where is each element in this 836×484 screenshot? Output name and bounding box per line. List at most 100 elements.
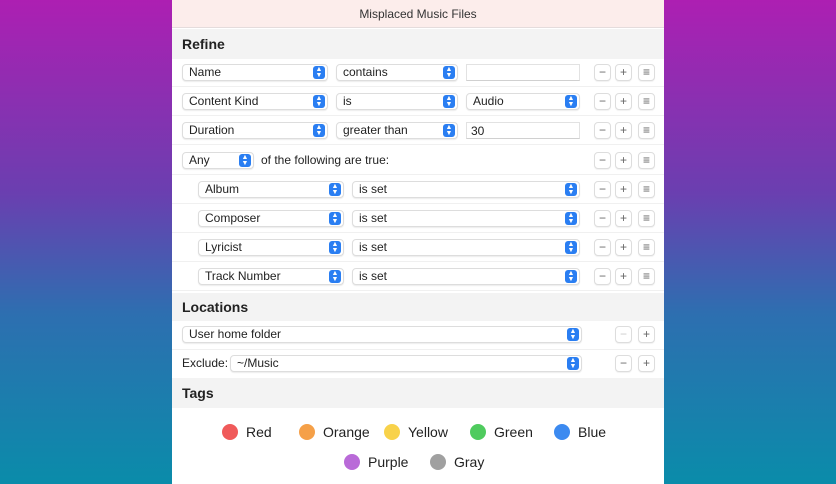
tag-orange[interactable]: Orange [299,423,370,441]
operator-popup[interactable]: greater than ▲ ▼ [336,122,458,139]
add-exclude-button[interactable]: + [638,355,655,372]
tag-label: Yellow [408,424,448,440]
exclude-value: ~/Music [237,356,279,370]
operator-popup-value: contains [343,65,388,79]
add-rule-button[interactable]: + [615,268,632,285]
refine-header: Refine [172,29,664,59]
add-group-button[interactable]: ≡ [638,181,655,198]
value-field[interactable] [466,64,580,81]
add-rule-button[interactable]: + [615,152,632,169]
popup-arrows-icon: ▲ ▼ [565,270,577,283]
add-location-button[interactable]: + [638,326,655,343]
popup-arrows-icon: ▲ ▼ [567,328,579,341]
tag-blue[interactable]: Blue [554,423,606,441]
add-group-button[interactable]: ≡ [638,122,655,139]
sub-operator-popup[interactable]: is set ▲ ▼ [352,268,580,285]
remove-rule-button[interactable]: − [594,93,611,110]
tag-label: Blue [578,424,607,440]
operator-popup[interactable]: contains ▲ ▼ [336,64,458,81]
add-rule-button[interactable]: + [615,122,632,139]
sub-attribute-popup-value: Composer [205,211,261,225]
remove-exclude-button[interactable]: − [615,355,632,372]
sub-attribute-popup[interactable]: Track Number ▲ ▼ [198,268,344,285]
sub-attribute-popup-value: Lyricist [205,240,242,254]
remove-rule-button[interactable]: − [594,210,611,227]
tag-label: Orange [323,424,370,440]
attribute-popup[interactable]: Duration ▲ ▼ [182,122,328,139]
tag-red[interactable]: Red [222,423,272,441]
remove-rule-button[interactable]: − [594,64,611,81]
popup-arrows-icon: ▲ ▼ [565,212,577,225]
add-rule-button[interactable]: + [615,64,632,81]
add-rule-button[interactable]: + [615,93,632,110]
attribute-popup[interactable]: Content Kind ▲ ▼ [182,93,328,110]
remove-rule-button[interactable]: − [594,181,611,198]
sub-attribute-popup[interactable]: Composer ▲ ▼ [198,210,344,227]
value-popup-value: Audio [473,94,504,108]
add-group-button[interactable]: ≡ [638,152,655,169]
popup-arrows-icon: ▲ ▼ [329,212,341,225]
tag-color-dot-icon [344,454,360,470]
tag-gray[interactable]: Gray [430,453,484,471]
add-group-button[interactable]: ≡ [638,93,655,110]
tag-color-dot-icon [222,424,238,440]
tag-yellow[interactable]: Yellow [384,423,448,441]
operator-popup-value: greater than [343,123,408,137]
sub-operator-popup-value: is set [359,240,388,254]
sub-operator-popup-value: is set [359,211,388,225]
remove-rule-button[interactable]: − [594,239,611,256]
tag-label: Gray [454,454,485,470]
tag-color-dot-icon [470,424,486,440]
add-group-button[interactable]: ≡ [638,64,655,81]
attribute-popup-value: Name [189,65,222,79]
add-rule-button[interactable]: + [615,239,632,256]
location-popup[interactable]: User home folder ▲ ▼ [182,326,582,343]
remove-rule-button[interactable]: − [594,122,611,139]
popup-arrows-icon: ▲ ▼ [329,270,341,283]
quantifier-popup[interactable]: Any ▲ ▼ [182,152,254,169]
tag-label: Red [246,424,272,440]
sub-operator-popup[interactable]: is set ▲ ▼ [352,210,580,227]
tag-label: Green [494,424,533,440]
locations-header: Locations [172,293,664,321]
popup-arrows-icon: ▲ ▼ [443,95,455,108]
tag-purple[interactable]: Purple [344,453,408,471]
value-popup[interactable]: Audio ▲ ▼ [466,93,580,110]
attribute-popup[interactable]: Name ▲ ▼ [182,64,328,81]
operator-popup[interactable]: is ▲ ▼ [336,93,458,110]
popup-arrows-icon: ▲ ▼ [313,124,325,137]
popup-arrows-icon: ▲ ▼ [565,95,577,108]
smart-folder-window: Misplaced Music Files Refine Name ▲ ▼ conta… [172,0,664,484]
add-rule-button[interactable]: + [615,181,632,198]
tag-green[interactable]: Green [470,423,533,441]
sub-operator-popup[interactable]: is set ▲ ▼ [352,239,580,256]
popup-arrows-icon: ▲ ▼ [239,154,251,167]
popup-arrows-icon: ▲ ▼ [313,95,325,108]
sub-attribute-popup-value: Track Number [205,269,281,283]
popup-arrows-icon: ▲ ▼ [567,357,579,370]
add-rule-button[interactable]: + [615,210,632,227]
remove-rule-button[interactable]: − [594,268,611,285]
window-title: Misplaced Music Files [172,0,664,28]
value-field[interactable]: 30 [466,122,580,139]
exclude-popup[interactable]: ~/Music ▲ ▼ [230,355,582,372]
tag-label: Purple [368,454,409,470]
add-group-button[interactable]: ≡ [638,268,655,285]
sub-attribute-popup[interactable]: Album ▲ ▼ [198,181,344,198]
tag-color-dot-icon [554,424,570,440]
group-text: of the following are true: [261,153,390,167]
sub-operator-popup-value: is set [359,269,388,283]
popup-arrows-icon: ▲ ▼ [329,183,341,196]
sub-operator-popup[interactable]: is set ▲ ▼ [352,181,580,198]
add-group-button[interactable]: ≡ [638,239,655,256]
tag-color-dot-icon [299,424,315,440]
popup-arrows-icon: ▲ ▼ [313,66,325,79]
remove-location-button[interactable]: − [615,326,632,343]
add-group-button[interactable]: ≡ [638,210,655,227]
tag-color-dot-icon [384,424,400,440]
popup-arrows-icon: ▲ ▼ [329,241,341,254]
remove-rule-button[interactable]: − [594,152,611,169]
sub-attribute-popup[interactable]: Lyricist ▲ ▼ [198,239,344,256]
popup-arrows-icon: ▲ ▼ [443,124,455,137]
tags-header: Tags [172,378,664,408]
